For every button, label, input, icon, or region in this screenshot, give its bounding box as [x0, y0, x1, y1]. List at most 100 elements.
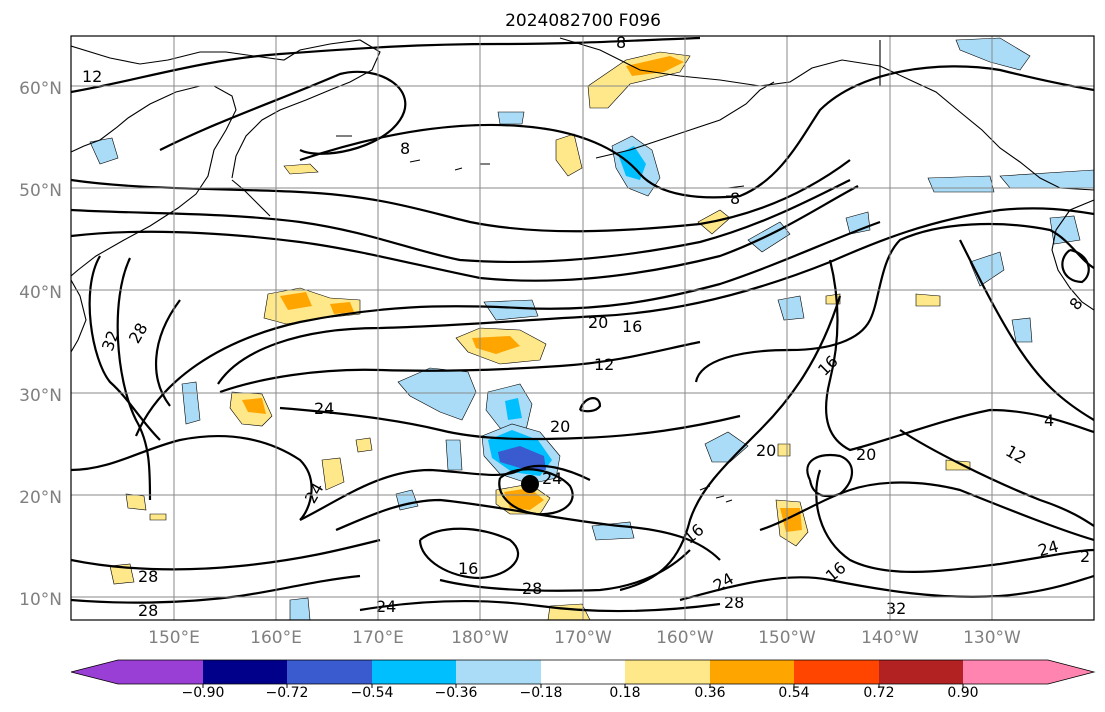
positive-shade-region [504, 488, 544, 510]
contour-line [299, 464, 591, 521]
contour-label: 28 [138, 601, 158, 620]
negative-shade-region [498, 446, 546, 470]
positive-shade-region [777, 443, 791, 457]
contour-line [498, 468, 574, 516]
contour-label: 20 [856, 445, 876, 464]
colorbar-segment [287, 660, 372, 684]
positive-shade-region [626, 56, 684, 76]
contour-line [71, 179, 851, 264]
contour-line [71, 574, 361, 604]
positive-shade-region [109, 563, 135, 585]
lat-label: 60°N [19, 79, 62, 99]
contour-label: 28 [522, 579, 542, 598]
contour-label: 4 [1044, 411, 1054, 430]
map-title: 2024082700 F096 [505, 11, 661, 31]
negative-shade-region [1011, 317, 1033, 343]
positive-shade-region [280, 292, 312, 310]
coastline-north-america-west [1051, 199, 1094, 311]
lat-label: 40°N [19, 283, 62, 303]
longitude-labels: 150°E 160°E 170°E 180°W 170°W 160°W 150°… [148, 628, 1021, 648]
lon-label: 130°W [963, 628, 1021, 648]
negative-shade-region [927, 175, 995, 193]
contour-line [418, 527, 520, 580]
contour-label: 32 [886, 599, 906, 618]
contour-line [279, 406, 741, 441]
latitude-labels: 60°N 50°N 40°N 30°N 20°N 10°N [19, 79, 62, 610]
contour-label: 8 [616, 33, 626, 52]
colorbar-tick-label: 0.90 [947, 685, 978, 701]
coastline-kamchatka [71, 85, 237, 277]
lat-label: 20°N [19, 488, 62, 508]
coastline-siberia [71, 39, 381, 179]
contour-label: 12 [82, 67, 102, 86]
negative-shade-region [289, 597, 311, 620]
contour-label: 20 [756, 441, 776, 460]
lon-label: 150°W [758, 628, 816, 648]
colorbar-tick-labels: −0.90 −0.72 −0.54 −0.36 −0.18 0.18 0.36 … [182, 685, 979, 701]
lon-label: 160°E [250, 628, 302, 648]
contour-line [815, 469, 1094, 573]
contour-label: 16 [622, 317, 642, 336]
contour-line [1061, 248, 1090, 284]
lon-label: 170°W [554, 628, 612, 648]
negative-shade-region [445, 439, 463, 471]
contour-line [219, 340, 701, 394]
map-area: 12 8 8 8 32 28 20 16 12 24 20 24 20 16 2… [71, 33, 1094, 620]
contour-line [694, 222, 1094, 383]
map-frame [70, 35, 1095, 621]
colorbar-tick-label: −0.54 [351, 685, 394, 701]
colorbar-segment [963, 660, 1048, 684]
contour-line [134, 220, 881, 437]
positive-shade-region [125, 493, 147, 511]
contour-line [825, 259, 1094, 452]
colorbar-segment [879, 660, 963, 684]
contour-line [679, 574, 1094, 602]
graticule [71, 36, 1094, 620]
contour-line [71, 538, 381, 571]
contour-label: 20 [588, 313, 608, 332]
lon-label: 140°W [861, 628, 919, 648]
contour-line [88, 255, 161, 441]
colorbar-tick-label: 0.54 [778, 685, 809, 701]
contour-line [959, 239, 1094, 421]
contour-line [71, 36, 701, 94]
contour-label: 20 [550, 417, 570, 436]
contour-line [359, 599, 721, 613]
lat-label: 30°N [19, 386, 62, 406]
contour-label: 16 [458, 559, 478, 578]
positive-shade-region [945, 459, 971, 471]
contour-line [899, 429, 1094, 527]
contour-label: 8 [730, 189, 740, 208]
positive-shade-region [321, 457, 345, 491]
coastline-layer [71, 37, 1094, 503]
colorbar-segments [70, 659, 1096, 685]
colorbar-tick-label: −0.72 [266, 685, 309, 701]
contour-label: 24 [314, 399, 334, 418]
contour-line [217, 207, 1094, 385]
positive-shade-region [330, 302, 354, 314]
negative-shade-region [777, 295, 805, 321]
colorbar-ticks [202, 684, 964, 688]
negative-shade-region [505, 398, 522, 420]
contour-line [299, 65, 1094, 199]
colorbar-segment [625, 660, 710, 684]
contour-label: 28 [724, 593, 744, 612]
colorbar-outline [70, 659, 1096, 685]
lon-label: 180°W [451, 628, 509, 648]
colorbar-segment [372, 660, 456, 684]
positive-shade-region [242, 398, 266, 414]
contour-line [116, 257, 152, 501]
colorbar-segment [203, 660, 287, 684]
colorbar-tick-label: −0.90 [182, 685, 225, 701]
contour-label: 24 [1036, 537, 1061, 561]
contour-line [71, 159, 851, 233]
contour-line [806, 454, 854, 498]
negative-shade-region [497, 111, 525, 125]
colorbar-segment [794, 660, 879, 684]
lat-label: 50°N [19, 181, 62, 201]
contour-line [759, 481, 1094, 542]
contour-layer [71, 36, 1094, 613]
positive-shade-region [149, 513, 167, 521]
contour-line [159, 70, 407, 155]
